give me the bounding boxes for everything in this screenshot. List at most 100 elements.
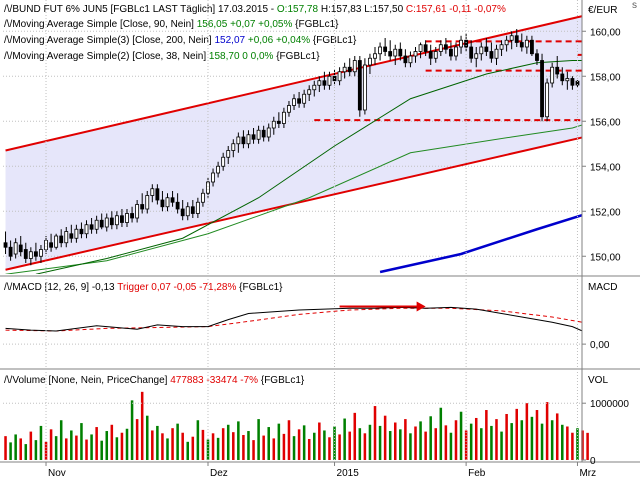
- candle-body-23: [120, 215, 124, 223]
- volume-bar-14: [75, 435, 78, 460]
- volume-bar-4: [24, 444, 28, 460]
- volume-bar-45: [232, 432, 235, 460]
- volume-bar-39: [201, 429, 205, 460]
- legend-volume-icon[interactable]: /\/: [4, 375, 13, 386]
- candle-body-5: [28, 251, 33, 259]
- volume-bar-89: [454, 420, 458, 460]
- volume-bar-65: [333, 426, 336, 460]
- candle-body-8: [44, 240, 48, 250]
- legend-ma200-suffix: {FGBLc1}: [310, 35, 357, 46]
- legend-ma38-label: Moving Average Simple(2) [Close, 38, Nei…: [12, 51, 209, 62]
- candle-body-107: [545, 82, 550, 118]
- candle-body-50: [256, 129, 261, 140]
- volume-bar-46: [237, 421, 240, 460]
- candle-body-94: [479, 46, 484, 55]
- legend-collapse-icon[interactable]: /\/: [4, 4, 13, 15]
- candle-body-76: [388, 51, 393, 57]
- volume-bar-94: [480, 428, 483, 460]
- volume-bar-34: [176, 423, 179, 460]
- candle-body-111: [565, 78, 570, 82]
- volume-bar-80: [409, 433, 412, 460]
- candle-body-101: [514, 35, 519, 43]
- candle-body-46: [236, 136, 241, 145]
- volume-bar-24: [125, 428, 129, 460]
- legend-ma38-icon[interactable]: /\/: [4, 51, 13, 62]
- legend-macd-suffix: {FGBLc1}: [236, 282, 283, 293]
- candle-body-67: [342, 66, 347, 73]
- candle-body-40: [206, 181, 210, 194]
- volume-bar-68: [348, 431, 351, 460]
- candle-body-24: [125, 213, 129, 223]
- candle-body-88: [449, 48, 453, 57]
- price-tick-label-0: 160,00: [590, 27, 621, 38]
- volume-bar-44: [226, 424, 230, 460]
- volume-bar-115: [586, 432, 589, 460]
- candle-body-37: [190, 206, 195, 214]
- volume-pane[interactable]: [3, 391, 589, 460]
- legend-main-change: -0,11: [447, 4, 472, 15]
- candle-body-58: [297, 98, 302, 104]
- candle-body-104: [529, 39, 534, 55]
- candle-body-75: [383, 46, 388, 52]
- candle-body-26: [135, 204, 140, 219]
- legend-macd-trigger: Trigger 0,07 -0,05 -71,28%: [117, 282, 236, 293]
- candle-body-96: [489, 51, 494, 59]
- legend-ma200-icon[interactable]: /\/: [4, 35, 13, 46]
- legend-ma38-change: 0: [240, 51, 249, 62]
- candle-body-110: [560, 73, 565, 82]
- candle-body-0: [3, 242, 8, 248]
- volume-bar-111: [566, 426, 569, 460]
- volume-bar-110: [561, 424, 564, 460]
- volume-bar-53: [272, 438, 276, 460]
- ma200-line: [379, 213, 582, 274]
- volume-bar-86: [439, 407, 443, 460]
- candle-body-6: [33, 251, 38, 257]
- volume-bar-73: [373, 406, 377, 460]
- candle-body-18: [94, 219, 99, 230]
- candle-body-1: [8, 246, 13, 257]
- candle-body-12: [64, 231, 69, 244]
- volume-bar-41: [211, 433, 215, 460]
- volume-bar-11: [59, 420, 63, 460]
- volume-bar-58: [297, 429, 301, 460]
- legend-ma90-icon[interactable]: /\/: [4, 19, 13, 30]
- volume-bar-92: [469, 423, 473, 460]
- candle-body-41: [211, 172, 215, 183]
- price-pane[interactable]: [3, 4, 633, 274]
- volume-bar-62: [318, 422, 321, 460]
- volume-bar-83: [424, 431, 427, 460]
- legend-volume-label: Volume [None, Nein, PriceChange]: [12, 375, 170, 386]
- legend-ma200: /\/Moving Average Simple(3) [Close, 200,…: [4, 35, 357, 46]
- volume-bar-88: [449, 432, 453, 460]
- volume-bar-79: [404, 419, 407, 460]
- candle-body-66: [337, 71, 342, 82]
- volume-bar-54: [277, 423, 281, 460]
- price-tick-label-1: 158,00: [590, 72, 621, 83]
- volume-bar-70: [358, 428, 362, 460]
- candle-body-21: [109, 217, 114, 226]
- macd-line: [5, 306, 582, 332]
- legend-main: /\/BUND FUT 6% JUN5 [FGBLc1 LAST Täglich…: [4, 4, 506, 15]
- legend-macd-icon[interactable]: /\/: [4, 282, 13, 293]
- volume-bar-40: [206, 439, 210, 460]
- candle-body-68: [347, 66, 352, 73]
- candle-body-62: [317, 80, 322, 86]
- volume-tick-label-1: 0: [590, 456, 596, 467]
- volume-bar-33: [171, 428, 174, 460]
- candle-body-38: [195, 201, 200, 214]
- macd-pane[interactable]: [3, 301, 633, 353]
- candle-body-47: [241, 136, 246, 145]
- pane-corner-icon[interactable]: s: [632, 0, 637, 11]
- legend-main-close: C:157,61: [403, 4, 447, 15]
- volume-bar-50: [257, 419, 260, 460]
- volume-bar-84: [429, 416, 432, 460]
- volume-bar-19: [100, 440, 103, 460]
- candle-body-97: [494, 48, 499, 59]
- volume-bar-74: [378, 425, 382, 460]
- volume-bar-37: [191, 436, 195, 460]
- volume-bar-101: [515, 408, 518, 460]
- price-unit-label: €/EUR: [588, 5, 617, 16]
- candle-body-95: [484, 46, 489, 52]
- volume-bar-81: [414, 426, 417, 460]
- price-tick-label-2: 156,00: [590, 117, 621, 128]
